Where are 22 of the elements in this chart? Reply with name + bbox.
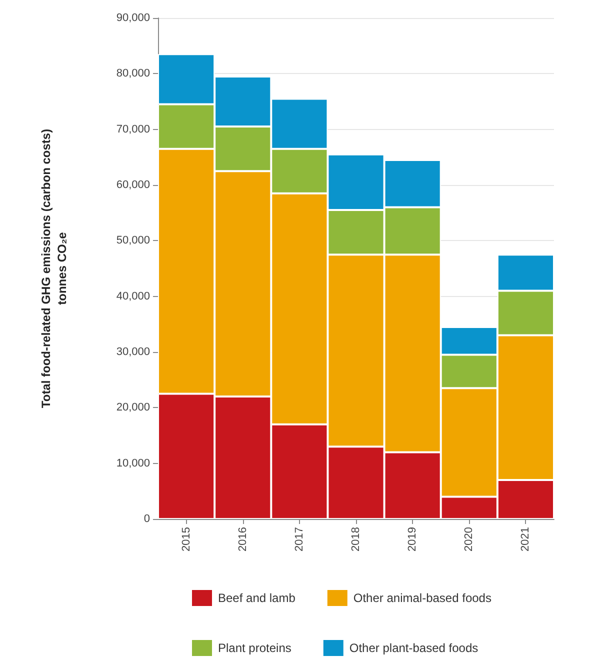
y-tick-label: 60,000 [116,179,150,191]
x-tick-label: 2017 [293,527,306,552]
y-tick-label: 50,000 [116,234,150,247]
legend-label: Beef and lamb [218,591,296,605]
legend-label: Other plant-based foods [349,641,478,655]
x-tick-label: 2020 [463,527,476,552]
x-tick-label: 2019 [406,527,419,552]
y-tick-label: 0 [144,513,150,525]
y-tick-label: 40,000 [116,290,150,302]
y-tick-label: 30,000 [116,346,150,358]
x-tick-label: 2021 [520,527,532,552]
legend-label: Plant proteins [218,641,292,655]
y-tick-label: 90,000 [116,12,150,24]
y-tick-label: 70,000 [116,123,150,136]
legend-label: Other animal-based foods [353,591,492,605]
x-tick-label: 2016 [236,527,249,552]
y-tick-label: 80,000 [116,68,150,80]
x-tick-label: 2018 [350,527,362,552]
y-tick-label: 20,000 [116,402,150,414]
y-axis-title: Total food-related GHG emissions (carbon costs) tonnes CO₂e [39,128,69,408]
x-tick-label: 2015 [180,527,192,552]
y-tick-label: 10,000 [116,457,150,470]
